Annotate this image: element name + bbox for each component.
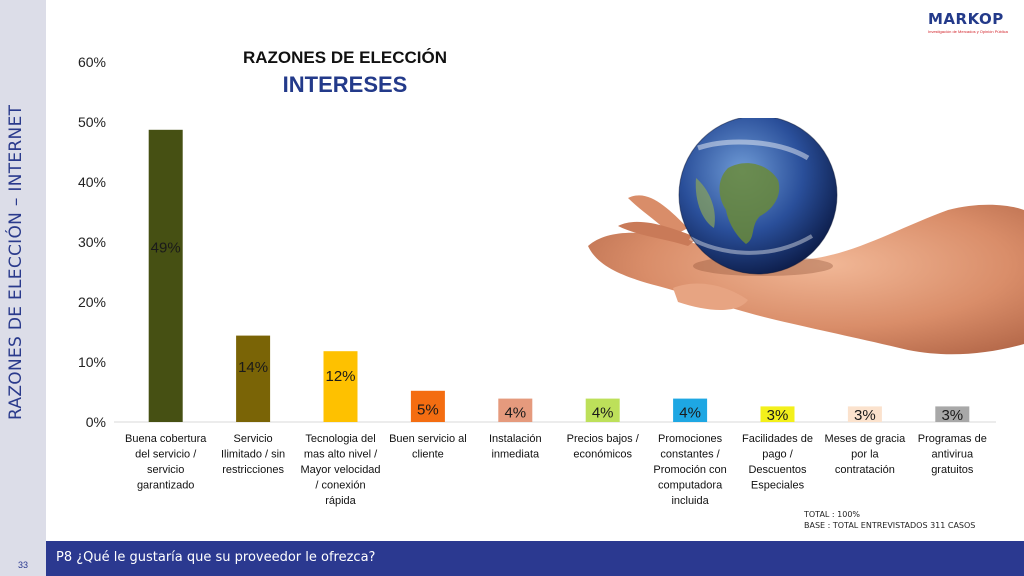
- logo-tagline: Investigación de Mercados y Opinión Públ…: [928, 29, 1008, 34]
- y-tick-label: 60%: [78, 54, 106, 70]
- chart-title: RAZONES DE ELECCIÓN: [242, 48, 448, 67]
- data-label: 4%: [504, 405, 526, 422]
- hand-holding-globe-image: [588, 118, 1024, 355]
- y-tick-label: 50%: [78, 114, 106, 130]
- total-line: TOTAL : 100%: [804, 510, 861, 519]
- bar: [498, 398, 533, 422]
- finger-shape: [628, 195, 688, 236]
- logo-wordmark: MARKOP: [928, 10, 1018, 28]
- y-tick-label: 0%: [86, 414, 106, 430]
- data-label: 12%: [325, 368, 355, 385]
- data-label: 4%: [592, 405, 614, 422]
- bar: [323, 351, 358, 422]
- finger-shape-2: [618, 221, 698, 246]
- y-tick-label: 40%: [78, 174, 106, 190]
- x-tick-label: Tecnologia del mas alto nivel / Mayor velo…: [300, 433, 380, 507]
- bar: [236, 335, 271, 422]
- data-label: 3%: [767, 407, 789, 424]
- thumb-shape: [673, 283, 748, 310]
- cloud-swirl: [697, 139, 810, 161]
- data-label: 3%: [854, 407, 876, 424]
- data-label: 5%: [417, 402, 439, 419]
- x-tick-label: Precios bajos / económicos: [567, 433, 640, 461]
- x-tick-label: Instalación inmediata: [489, 433, 542, 461]
- logo-text: MARKOP: [928, 10, 1004, 28]
- totals-note: TOTAL : 100% BASE : TOTAL ENTREVISTADOS …: [804, 509, 975, 531]
- bar-chart: 0% 10% 20% 30% 40% 50% 60% 49% Buena cobertura de…: [78, 54, 996, 507]
- y-tick-label: 20%: [78, 294, 106, 310]
- side-band: [0, 0, 46, 576]
- x-tick-label: Servicio Ilimitado / sin restricciones: [221, 433, 285, 476]
- x-tick-label: Buen servicio al cliente: [389, 433, 467, 461]
- x-tick-label: Meses de gracia por la contratación: [825, 433, 907, 476]
- x-tick-label: Facilidades de pago / Descuentos Especiales: [742, 433, 813, 492]
- y-tick-label: 10%: [78, 354, 106, 370]
- chart-subtitle: INTERESES: [282, 72, 408, 97]
- bar: [410, 390, 445, 422]
- company-logo: MARKOP Investigación de Mercados y Opini…: [928, 10, 1018, 40]
- bar: [585, 398, 620, 422]
- bar: [673, 398, 708, 422]
- base-line: BASE : TOTAL ENTREVISTADOS 311 CASOS: [804, 521, 976, 530]
- data-label: 49%: [151, 240, 181, 257]
- survey-question: P8 ¿Qué le gustaría que su proveedor le …: [56, 550, 376, 565]
- data-label: 4%: [679, 405, 701, 422]
- x-tick-label: Programas de antivirua gratuitos: [918, 433, 987, 476]
- bar: [935, 406, 970, 422]
- cloud-swirl-2: [689, 234, 814, 255]
- palm-shape: [588, 204, 1024, 355]
- bar: [148, 129, 183, 423]
- data-label: 14%: [238, 359, 268, 376]
- continent-shape: [719, 163, 780, 244]
- x-tick-label: Buena cobertura del servicio / servicio gar…: [125, 433, 207, 492]
- y-tick-label: 30%: [78, 234, 106, 250]
- continent-shape-2: [695, 178, 715, 228]
- footer-bar: [0, 541, 1024, 576]
- bar: [760, 406, 795, 422]
- page-number: 33: [0, 541, 46, 576]
- data-label: 3%: [941, 407, 963, 424]
- bar: [847, 406, 882, 422]
- x-tick-label: Promociones constantes / Promoción con comp…: [653, 433, 726, 507]
